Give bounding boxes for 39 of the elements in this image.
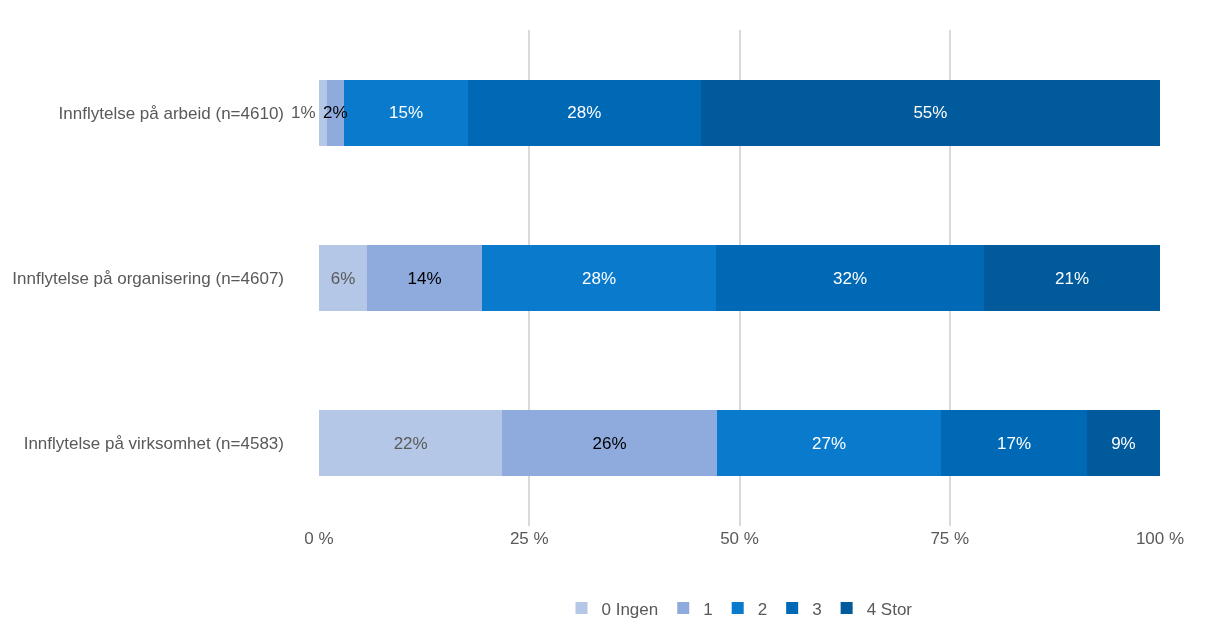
legend-label: 2: [757, 599, 768, 619]
data-label: 32%: [833, 268, 868, 288]
bar: [941, 410, 1087, 477]
x-tick-label: 0 %: [304, 529, 334, 548]
data-label: 26%: [592, 433, 627, 453]
data-label: 28%: [567, 103, 602, 123]
bar: [319, 410, 503, 477]
bar: [984, 244, 1160, 312]
bar: [716, 410, 942, 477]
bar: [1086, 410, 1160, 477]
legend-label: 0 Ingen: [601, 599, 659, 619]
data-label: 21%: [1055, 268, 1090, 288]
x-tick-label: 75 %: [930, 529, 970, 548]
data-label: 15%: [389, 103, 424, 123]
data-label: 55%: [913, 103, 948, 123]
legend-label: 3: [812, 599, 822, 619]
bar: [502, 410, 717, 477]
bar: [319, 244, 367, 312]
x-tick-label: 25 %: [509, 529, 549, 548]
bar: [366, 244, 483, 312]
bar: [482, 244, 716, 312]
data-label: 27%: [812, 433, 847, 453]
bar: [715, 244, 985, 312]
data-label: 9%: [1111, 433, 1136, 453]
data-label: 28%: [582, 268, 617, 288]
x-tick-label: 50 %: [720, 529, 759, 548]
data-label: 6%: [330, 268, 356, 288]
x-tick-label: 100 %: [1135, 529, 1185, 548]
y-tick-label: Innflytelse på arbeid (n=4610): [58, 103, 284, 123]
bar: [467, 79, 701, 146]
data-label: 14%: [407, 268, 442, 288]
bar: [700, 79, 1160, 146]
legend-label: 1: [703, 599, 713, 619]
legend-label: 4 Stor: [866, 599, 913, 619]
data-label: 17%: [997, 433, 1032, 453]
data-label: 22%: [393, 433, 428, 453]
data-label: 1%: [291, 103, 316, 122]
y-tick-label: Innflytelse på organisering (n=4607): [12, 268, 284, 288]
y-tick-label: Innflytelse på virksomhet (n=4583): [23, 434, 284, 454]
